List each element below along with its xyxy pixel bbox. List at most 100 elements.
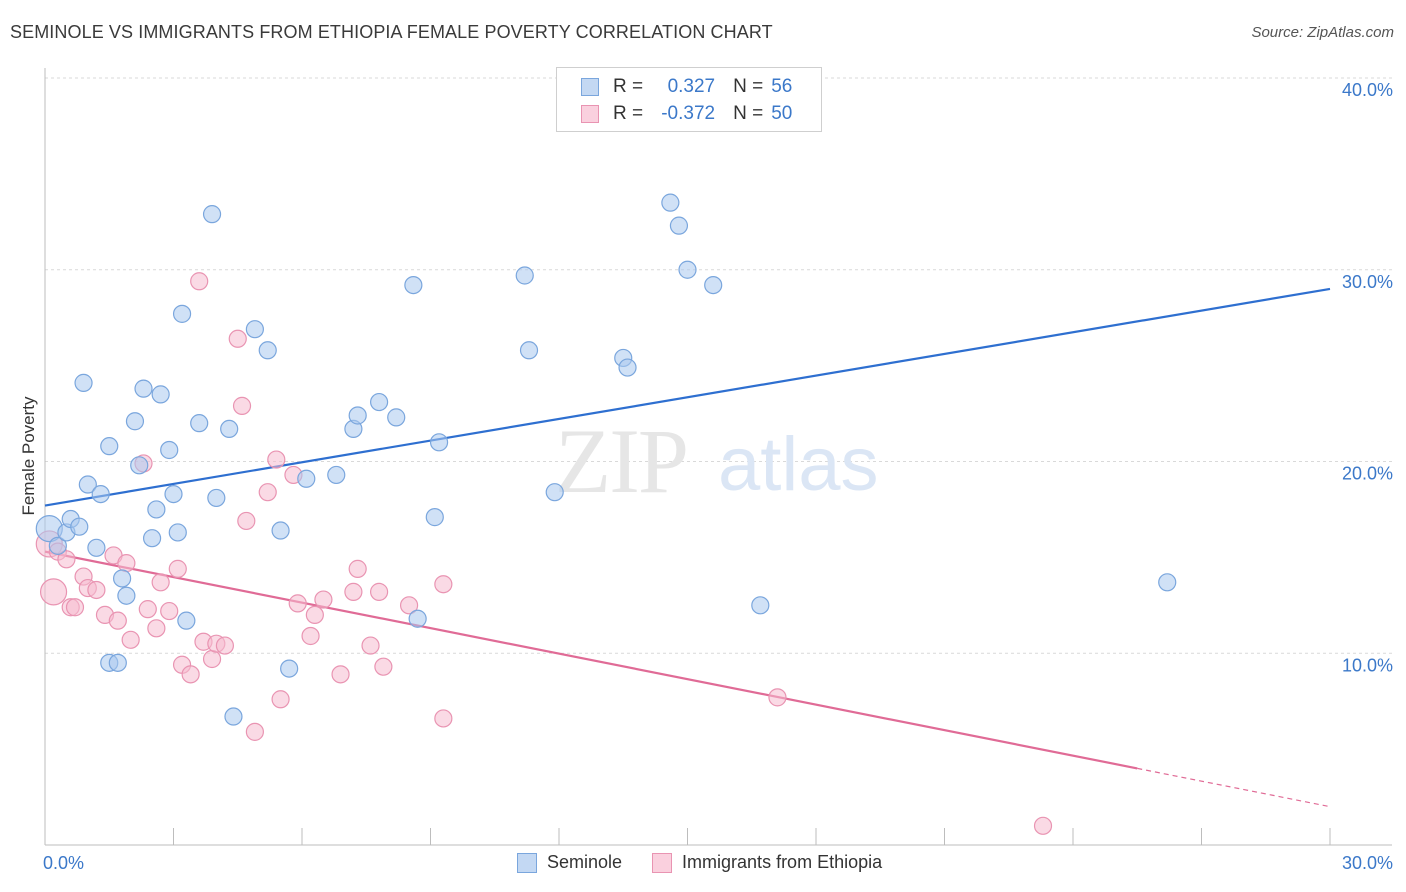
legend-label-ethiopia: Immigrants from Ethiopia — [682, 852, 883, 872]
data-point-ethiopia — [271, 690, 290, 709]
data-point-seminole — [207, 488, 226, 508]
data-point-seminole — [78, 475, 97, 494]
legend-item-ethiopia[interactable]: Immigrants from Ethiopia — [652, 852, 882, 873]
legend-n-value: 56 — [771, 76, 793, 97]
source-label: Source: ZipAtlas.com — [1251, 24, 1394, 41]
data-point-seminole — [151, 385, 170, 404]
data-point-seminole — [220, 419, 239, 439]
data-point-ethiopia — [190, 272, 209, 291]
data-point-ethiopia — [374, 657, 393, 676]
data-point-ethiopia — [434, 709, 453, 728]
data-point-seminole — [515, 266, 534, 285]
data-point-ethiopia — [258, 483, 277, 502]
data-point-seminole — [669, 216, 689, 235]
watermark-atlas: atlas — [718, 422, 879, 507]
data-point-seminole — [1158, 573, 1177, 592]
data-point-ethiopia — [237, 511, 256, 531]
trend-line-ethiopia-extension — [1137, 767, 1331, 808]
legend-r-label: R = — [613, 76, 644, 97]
data-point-seminole — [327, 465, 346, 485]
data-point-seminole — [125, 412, 145, 431]
y-tick-label: 30.0% — [1342, 272, 1393, 292]
data-point-seminole — [408, 609, 427, 628]
data-point-seminole — [224, 707, 243, 726]
data-point-seminole — [370, 392, 389, 412]
data-point-ethiopia — [65, 598, 85, 617]
legend-r-value: 0.327 — [667, 76, 716, 97]
data-point-ethiopia — [344, 582, 363, 601]
data-point-ethiopia — [232, 396, 252, 415]
legend-swatch-ethiopia — [652, 852, 673, 873]
data-point-seminole — [190, 414, 209, 433]
data-point-seminole — [91, 484, 110, 504]
data-point-seminole — [404, 275, 423, 295]
legend-label-seminole: Seminole — [547, 852, 623, 872]
data-point-seminole — [74, 373, 93, 392]
data-point-seminole — [387, 408, 406, 427]
data-point-seminole — [130, 456, 149, 475]
data-point-ethiopia — [151, 573, 170, 592]
data-point-ethiopia — [245, 722, 264, 741]
data-point-seminole — [160, 440, 179, 460]
data-point-ethiopia — [288, 594, 307, 613]
data-point-seminole — [147, 500, 166, 519]
data-point-seminole — [70, 517, 89, 536]
watermark-zip: ZIP — [555, 410, 687, 512]
data-point-ethiopia — [1033, 816, 1053, 835]
data-point-seminole — [117, 586, 136, 605]
data-point-ethiopia — [181, 665, 200, 684]
data-point-seminole — [271, 521, 290, 540]
y-tick-label: 40.0% — [1342, 80, 1393, 100]
data-point-seminole — [168, 523, 187, 542]
data-point-ethiopia — [331, 665, 350, 684]
data-point-ethiopia — [768, 688, 787, 707]
data-point-seminole — [177, 611, 196, 630]
legend-row-seminole: R = 0.327 N = 56 — [581, 76, 792, 98]
data-point-ethiopia — [117, 554, 136, 573]
trend-line-seminole — [44, 287, 1331, 507]
stats-legend: R = 0.327 N = 56 R = -0.372 N = 50 — [556, 67, 822, 132]
data-point-seminole — [280, 659, 299, 678]
data-point-seminole — [704, 275, 723, 295]
y-tick-label: 10.0% — [1342, 655, 1393, 675]
data-point-ethiopia — [370, 582, 389, 601]
data-point-ethiopia — [57, 550, 76, 569]
data-point-ethiopia — [147, 619, 166, 638]
data-point-seminole — [545, 483, 564, 502]
series-ethiopia-points — [35, 272, 1053, 835]
tick-labels: 10.0% 20.0% 30.0% 40.0% 0.0% 30.0% — [43, 80, 1393, 873]
data-point-ethiopia — [121, 630, 140, 649]
watermark: ZIP atlas — [555, 410, 879, 512]
data-point-seminole — [164, 484, 183, 504]
trend-line-ethiopia — [44, 550, 1138, 770]
legend-r-value: -0.372 — [661, 103, 716, 124]
data-point-ethiopia — [87, 580, 106, 600]
data-point-ethiopia — [361, 636, 380, 655]
data-point-ethiopia — [160, 601, 179, 621]
data-point-seminole — [87, 538, 106, 557]
series-seminole-points — [35, 193, 1177, 726]
data-point-ethiopia — [305, 605, 324, 625]
data-point-ethiopia — [301, 626, 320, 646]
data-point-ethiopia — [399, 596, 419, 615]
legend-n-value: 50 — [771, 103, 793, 124]
data-point-seminole — [100, 437, 119, 456]
series-legend: Seminole Immigrants from Ethiopia — [517, 852, 912, 873]
data-point-seminole — [134, 379, 153, 398]
legend-n-label: N = — [733, 76, 764, 97]
x-tick-label-start: 0.0% — [43, 853, 84, 873]
data-point-seminole — [202, 205, 222, 224]
trend-lines — [44, 287, 1331, 808]
legend-swatch-seminole — [517, 852, 537, 873]
gridlines — [45, 77, 1392, 654]
data-point-seminole — [678, 260, 697, 279]
legend-r-label: R = — [613, 103, 644, 124]
legend-item-seminole[interactable]: Seminole — [517, 852, 622, 873]
data-point-seminole — [618, 358, 637, 377]
data-point-seminole — [258, 341, 277, 360]
data-point-ethiopia — [434, 575, 453, 594]
chart-title: SEMINOLE VS IMMIGRANTS FROM ETHIOPIA FEM… — [10, 22, 773, 42]
data-point-seminole — [661, 193, 680, 212]
data-point-ethiopia — [314, 590, 333, 609]
